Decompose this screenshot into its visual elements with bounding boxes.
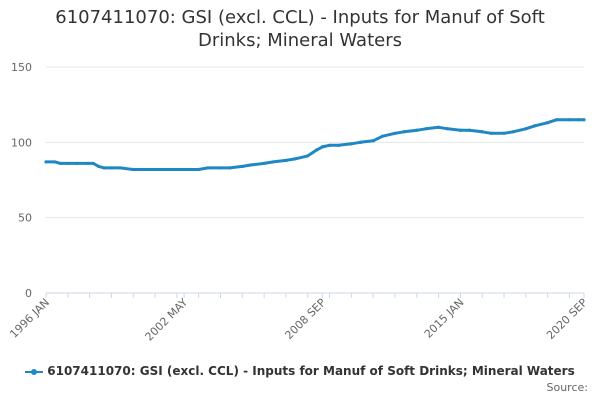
- data-point[interactable]: [66, 161, 70, 166]
- y-tick-label: 100: [11, 136, 32, 149]
- data-point[interactable]: [218, 166, 223, 170]
- source-label: Source:: [546, 381, 589, 394]
- data-point[interactable]: [284, 158, 288, 163]
- y-tick-label: 0: [25, 287, 32, 300]
- data-point[interactable]: [524, 127, 528, 131]
- chart-title-line-2: Drinks; Mineral Waters: [197, 30, 402, 51]
- x-tick-label: 2002 MAY: [143, 296, 191, 344]
- y-tick-label: 50: [18, 212, 32, 225]
- data-point[interactable]: [371, 139, 375, 143]
- data-point[interactable]: [458, 128, 463, 132]
- data-point[interactable]: [44, 160, 48, 164]
- data-point[interactable]: [546, 121, 550, 125]
- chart-title: 6107411070: GSI (excl. CCL) - Inputs for…: [0, 6, 600, 52]
- data-point[interactable]: [467, 128, 472, 132]
- data-point[interactable]: [380, 134, 384, 138]
- data-point[interactable]: [327, 143, 332, 147]
- data-point[interactable]: [480, 130, 484, 134]
- data-point[interactable]: [582, 118, 586, 122]
- grid-lines: [46, 66, 584, 294]
- legend[interactable]: 6107411070: GSI (excl. CCL) - Inputs for…: [0, 364, 600, 378]
- data-point[interactable]: [91, 161, 95, 166]
- x-tick-label: 1996 JAN: [7, 296, 52, 341]
- data-point[interactable]: [182, 167, 186, 172]
- data-point[interactable]: [109, 166, 114, 170]
- data-point[interactable]: [415, 128, 419, 132]
- data-point[interactable]: [102, 166, 106, 170]
- data-point[interactable]: [53, 160, 57, 164]
- data-point[interactable]: [424, 127, 428, 131]
- data-point[interactable]: [402, 130, 406, 134]
- chart-title-line-1: 6107411070: GSI (excl. CCL) - Inputs for…: [55, 7, 545, 28]
- data-point[interactable]: [271, 160, 275, 164]
- data-point[interactable]: [555, 118, 559, 122]
- data-point[interactable]: [131, 167, 135, 172]
- data-point[interactable]: [240, 164, 244, 169]
- data-point[interactable]: [86, 161, 90, 166]
- data-point[interactable]: [262, 161, 266, 166]
- data-point[interactable]: [175, 167, 179, 172]
- series-line[interactable]: [44, 118, 586, 171]
- data-point[interactable]: [489, 131, 493, 135]
- y-axis-ticks: 0 50 100 150: [11, 61, 32, 300]
- data-point[interactable]: [306, 154, 310, 158]
- x-tick-label: 2020 SEP: [544, 296, 590, 342]
- data-point[interactable]: [249, 163, 253, 167]
- series-layer: [44, 118, 586, 172]
- data-point[interactable]: [140, 167, 144, 172]
- data-point[interactable]: [436, 125, 441, 129]
- x-tick-label: 2015 JAN: [422, 296, 467, 341]
- data-point[interactable]: [315, 148, 319, 152]
- data-point[interactable]: [567, 118, 572, 122]
- data-point[interactable]: [97, 164, 101, 169]
- data-point[interactable]: [502, 131, 506, 135]
- data-point[interactable]: [118, 166, 123, 170]
- data-point[interactable]: [293, 157, 297, 161]
- data-point[interactable]: [197, 167, 201, 172]
- data-point[interactable]: [511, 130, 515, 134]
- data-point[interactable]: [393, 131, 397, 135]
- data-point[interactable]: [162, 167, 166, 172]
- data-point[interactable]: [349, 142, 353, 146]
- data-point[interactable]: [533, 124, 537, 128]
- data-point[interactable]: [446, 127, 450, 131]
- data-point[interactable]: [337, 143, 341, 147]
- data-point[interactable]: [320, 145, 324, 149]
- data-point[interactable]: [358, 140, 363, 144]
- x-axis: 1996 JAN 2002 MAY 2008 SEP 2015 JAN 2020 SEP: [7, 292, 590, 344]
- y-tick-label: 150: [11, 61, 32, 74]
- data-point[interactable]: [576, 118, 581, 122]
- data-point[interactable]: [153, 167, 157, 172]
- data-point[interactable]: [75, 161, 79, 166]
- data-point[interactable]: [206, 166, 210, 170]
- legend-swatch: [25, 368, 44, 375]
- x-tick-label: 2008 SEP: [282, 296, 328, 342]
- legend-label: 6107411070: GSI (excl. CCL) - Inputs for…: [47, 364, 575, 378]
- data-point[interactable]: [58, 161, 63, 166]
- data-point[interactable]: [227, 166, 232, 170]
